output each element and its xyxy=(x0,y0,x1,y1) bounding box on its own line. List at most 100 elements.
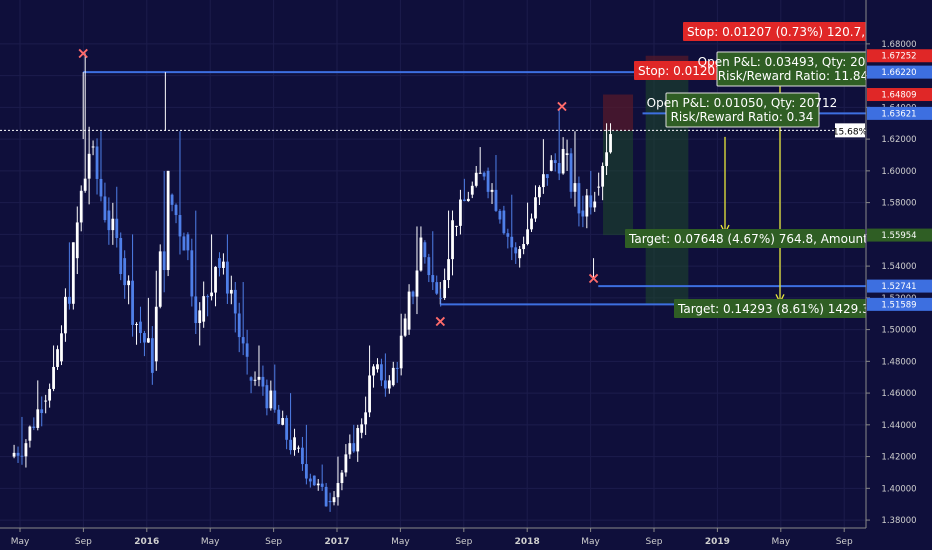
candle-body xyxy=(518,249,522,259)
candle-body xyxy=(162,251,166,271)
candle-body xyxy=(407,291,411,330)
candle-body xyxy=(380,364,383,381)
candle-body xyxy=(269,390,273,409)
price-badge-label: 1.66220 xyxy=(881,68,916,78)
candle-body xyxy=(261,376,265,387)
candle-body xyxy=(293,437,296,451)
candle-body xyxy=(360,424,364,433)
candle-body xyxy=(87,153,91,179)
candle-body xyxy=(277,409,281,425)
candle-body xyxy=(486,170,490,192)
candle-body xyxy=(561,148,565,174)
candle-body xyxy=(494,189,498,211)
price-badge xyxy=(867,106,932,120)
y-tick-label: 1.40000 xyxy=(881,484,916,494)
candle-body xyxy=(466,198,470,202)
candle-body xyxy=(443,280,447,299)
candle-body xyxy=(170,194,174,205)
candle-body xyxy=(435,282,439,294)
candle-body xyxy=(174,204,178,216)
candle-body xyxy=(474,172,478,186)
x-tick-label: Sep xyxy=(836,537,853,547)
price-badge xyxy=(867,65,932,79)
candle-body xyxy=(233,289,237,314)
candle-body xyxy=(36,409,40,428)
candle-body xyxy=(514,247,518,254)
candle-body xyxy=(609,134,612,153)
candle-body xyxy=(324,486,328,507)
candle-body xyxy=(431,275,435,283)
candle-body xyxy=(391,367,395,386)
time-axis[interactable]: May Sep 2016 May Sep 2017 May Sep 2018 May Sep 2019… xyxy=(0,527,866,550)
candle-body xyxy=(490,189,494,192)
candle-body xyxy=(522,244,526,250)
candle-body xyxy=(241,337,245,344)
candle-body xyxy=(135,323,138,325)
pnl-label: Open P&L: 0.01050, Qty: 20712 xyxy=(647,96,838,110)
candle-body xyxy=(111,218,115,231)
candle-body xyxy=(273,390,277,410)
y-axis-background xyxy=(866,0,932,550)
candle-body xyxy=(64,296,67,334)
candle-body xyxy=(24,443,28,457)
candle-body xyxy=(265,385,269,409)
candle-body xyxy=(510,236,514,248)
candle-body xyxy=(245,343,249,357)
candle-body xyxy=(336,483,340,498)
stop-zone xyxy=(603,94,634,131)
candle-body xyxy=(206,296,210,298)
candle-body xyxy=(214,266,217,293)
candle-body xyxy=(107,210,111,231)
candle-body xyxy=(423,242,427,258)
candle-body xyxy=(541,174,545,188)
candle-body xyxy=(352,443,356,452)
candle-body xyxy=(237,313,241,338)
y-tick-label: 1.62000 xyxy=(881,135,916,145)
candle-body xyxy=(222,261,225,268)
candle-body xyxy=(526,229,529,245)
rr-label: Risk/Reward Ratio: 0.34 xyxy=(671,110,814,124)
candle-body xyxy=(419,237,423,271)
candle-body xyxy=(289,439,292,451)
price-axis[interactable]: 1.680001.660001.640001.620001.600001.580… xyxy=(865,0,932,550)
price-badge-label: 1.67252 xyxy=(881,52,916,62)
candle-body xyxy=(225,261,229,294)
candle-body xyxy=(376,364,379,370)
candle-body xyxy=(601,165,605,187)
candle-body xyxy=(372,366,375,376)
candle-body xyxy=(139,321,142,334)
candle-body xyxy=(28,426,32,441)
position-labels: Stop: 0.01207 (0.Open P&L: 0.01050, Qty:… xyxy=(625,22,932,318)
current-pct-badge xyxy=(835,123,865,138)
candle-body xyxy=(146,338,150,343)
x-tick-label: 2018 xyxy=(515,537,540,547)
candle-body xyxy=(320,483,324,487)
candle-body xyxy=(502,210,506,234)
x-tick-label: 2017 xyxy=(324,537,349,547)
candle-body xyxy=(186,234,190,251)
candle-body xyxy=(20,455,24,457)
pnl-label: Open P&L: 0.03493, Qty: 20712 xyxy=(698,55,889,69)
candle-body xyxy=(182,236,186,251)
y-tick-label: 1.44000 xyxy=(881,421,916,431)
profit-zone xyxy=(603,130,634,236)
candle-body xyxy=(150,338,154,373)
candle-body xyxy=(340,472,344,484)
price-badge xyxy=(867,297,932,311)
candle-body xyxy=(478,172,482,174)
pivot-marker: × xyxy=(76,43,89,62)
candle-body xyxy=(328,501,332,503)
candle-body xyxy=(455,225,458,227)
pivot-markers: × × × × xyxy=(76,43,600,330)
candle-body xyxy=(91,146,95,148)
candle-body xyxy=(581,210,585,217)
candle-body xyxy=(348,443,352,455)
x-tick-label: May xyxy=(11,537,30,547)
candle-body xyxy=(395,367,399,369)
candle-body xyxy=(530,218,533,230)
candle-body xyxy=(75,222,79,259)
stop-label-box xyxy=(634,61,720,80)
candle-body xyxy=(229,289,233,294)
